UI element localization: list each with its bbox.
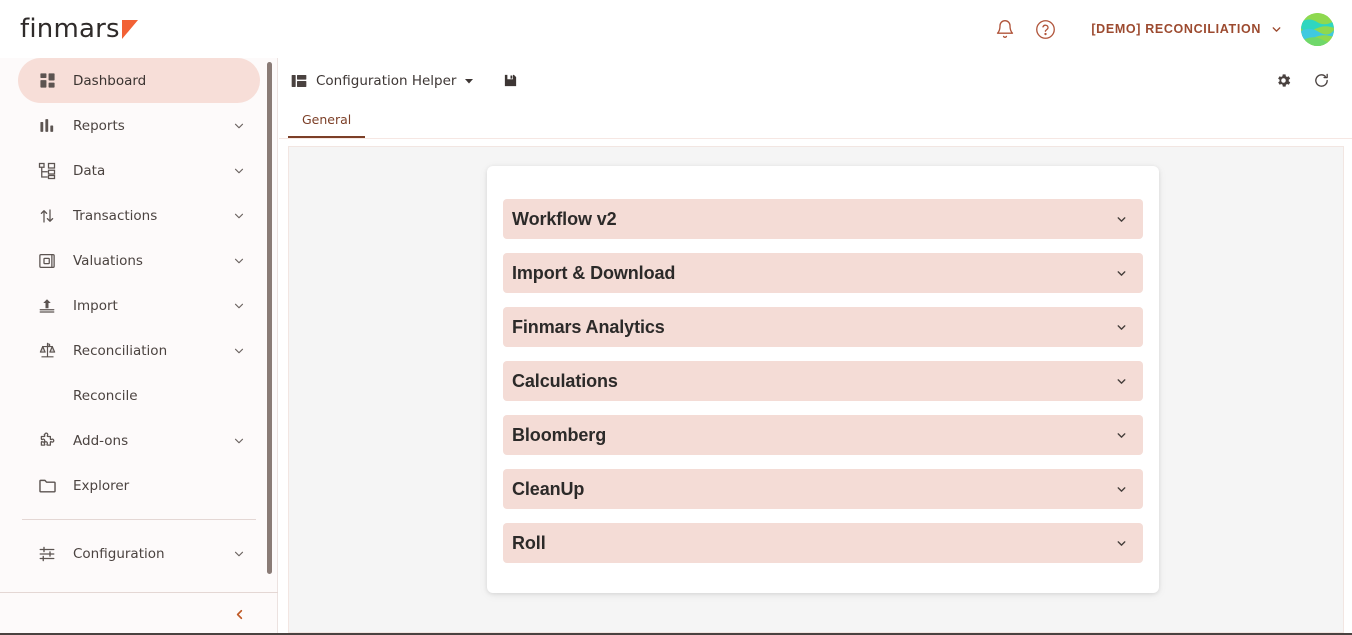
puzzle-icon	[36, 430, 58, 452]
chevron-down-icon[interactable]	[232, 119, 246, 133]
refresh-icon[interactable]	[1308, 68, 1334, 94]
sidebar-item-import[interactable]: Import	[18, 283, 260, 328]
panel-toolbar: Configuration Helper	[279, 58, 1352, 103]
accordion-item-roll[interactable]: Roll	[503, 523, 1143, 563]
sidebar-item-label: Import	[73, 297, 118, 314]
accordion-list: Workflow v2 Import & Download Finmars An…	[503, 199, 1143, 563]
chevron-down-icon[interactable]	[232, 299, 246, 313]
chevron-down-icon[interactable]	[232, 547, 246, 561]
sidebar-item-transactions[interactable]: Transactions	[18, 193, 260, 238]
toolbar-right-actions	[1270, 68, 1334, 94]
sidebar-item-dashboard[interactable]: Dashboard	[18, 58, 260, 103]
dashboard-icon	[36, 70, 58, 92]
sidebar-item-add-ons[interactable]: Add-ons	[18, 418, 260, 463]
accordion-title: Calculations	[512, 370, 618, 391]
sidebar-item-valuations[interactable]: Valuations	[18, 238, 260, 283]
arrows-updown-icon	[36, 205, 58, 227]
sidebar-footer	[0, 592, 278, 635]
avatar[interactable]	[1301, 12, 1334, 46]
sidebar-scrollbar[interactable]	[267, 62, 272, 574]
accordion-title: CleanUp	[512, 478, 585, 499]
floppy-save-icon[interactable]	[497, 68, 523, 94]
accordion-title: Bloomberg	[512, 424, 607, 445]
chevron-down-icon	[1115, 213, 1128, 226]
accordion-item-import-download[interactable]: Import & Download	[503, 253, 1143, 293]
sidebar-nav-list: Dashboard Reports Data	[0, 58, 278, 592]
orange-flag-triangle-icon	[121, 20, 138, 39]
sidebar-item-label: Reconciliation	[73, 342, 168, 359]
accordion-title: Finmars Analytics	[512, 316, 665, 337]
sidebar-item-label: Transactions	[73, 207, 158, 224]
sidebar-subitem-reconcile[interactable]: Reconcile	[73, 387, 138, 404]
logo-text: finmars	[20, 14, 120, 44]
chevron-down-icon	[1115, 321, 1128, 334]
accordion-item-bloomberg[interactable]: Bloomberg	[503, 415, 1143, 455]
header-actions: [DEMO] RECONCILIATION	[985, 9, 1352, 49]
sidebar-item-label: Configuration	[73, 545, 165, 562]
tab-general[interactable]: General	[288, 103, 366, 138]
org-name-label: [DEMO] RECONCILIATION	[1091, 22, 1261, 36]
sidebar-item-reports[interactable]: Reports	[18, 103, 260, 148]
sliders-icon	[36, 543, 58, 565]
sidebar-item-configuration[interactable]: Configuration	[18, 531, 260, 576]
sidebar-item-reconciliation[interactable]: Reconciliation	[18, 328, 260, 373]
app-logo[interactable]: finmars	[20, 16, 138, 42]
sidebar-item-label: Reports	[73, 117, 125, 134]
chevron-down-icon	[1115, 429, 1128, 442]
app-header: finmars [DEMO] RECONCILIATION	[0, 0, 1352, 58]
chevron-down-icon[interactable]	[232, 344, 246, 358]
bar-chart-icon	[36, 115, 58, 137]
sidebar-item-label: Data	[73, 162, 106, 179]
accordion-item-calculations[interactable]: Calculations	[503, 361, 1143, 401]
scales-icon	[36, 340, 58, 362]
tab-bar: General	[279, 103, 1352, 139]
chevron-down-icon	[1115, 375, 1128, 388]
chevron-left-icon[interactable]	[224, 599, 254, 629]
gear-icon[interactable]	[1270, 68, 1296, 94]
bell-icon[interactable]	[985, 9, 1025, 49]
content-area: Workflow v2 Import & Download Finmars An…	[288, 146, 1344, 633]
accordion-item-workflow-v2[interactable]: Workflow v2	[503, 199, 1143, 239]
help-circle-icon[interactable]	[1025, 9, 1065, 49]
valuation-box-icon	[36, 250, 58, 272]
chevron-down-icon	[1115, 537, 1128, 550]
chevron-down-icon[interactable]	[232, 434, 246, 448]
chevron-down-icon	[1115, 267, 1128, 280]
sidebar-item-label: Valuations	[73, 252, 143, 269]
caret-down-icon	[463, 75, 475, 87]
chevron-down-icon[interactable]	[232, 164, 246, 178]
sidebar-item-data[interactable]: Data	[18, 148, 260, 193]
accordion-item-cleanup[interactable]: CleanUp	[503, 469, 1143, 509]
accordion-title: Import & Download	[512, 262, 676, 283]
sidebar-divider	[22, 519, 256, 520]
org-switcher[interactable]: [DEMO] RECONCILIATION	[1091, 22, 1283, 36]
sidebar-item-explorer[interactable]: Explorer	[18, 463, 260, 508]
chevron-down-icon[interactable]	[232, 254, 246, 268]
sidebar-item-label: Dashboard	[73, 72, 147, 89]
chevron-down-icon	[1270, 23, 1283, 36]
chevron-down-icon[interactable]	[232, 209, 246, 223]
panel-title: Configuration Helper	[316, 72, 457, 89]
data-tree-icon	[36, 160, 58, 182]
accordion-title: Roll	[512, 532, 546, 553]
folder-icon	[36, 475, 58, 497]
page-bottom-border	[0, 633, 1352, 635]
configuration-card: Workflow v2 Import & Download Finmars An…	[487, 166, 1159, 593]
accordion-item-finmars-analytics[interactable]: Finmars Analytics	[503, 307, 1143, 347]
main-panel: Configuration Helper General Workflow v2	[279, 58, 1352, 635]
sidebar-item-label: Explorer	[73, 477, 130, 494]
chevron-down-icon	[1115, 483, 1128, 496]
layout-panels-icon	[291, 73, 307, 89]
upload-icon	[36, 295, 58, 317]
sidebar-item-label: Add-ons	[73, 432, 129, 449]
accordion-title: Workflow v2	[512, 208, 617, 229]
configuration-helper-menu[interactable]: Configuration Helper	[291, 73, 475, 89]
sidebar: Dashboard Reports Data	[0, 58, 278, 635]
